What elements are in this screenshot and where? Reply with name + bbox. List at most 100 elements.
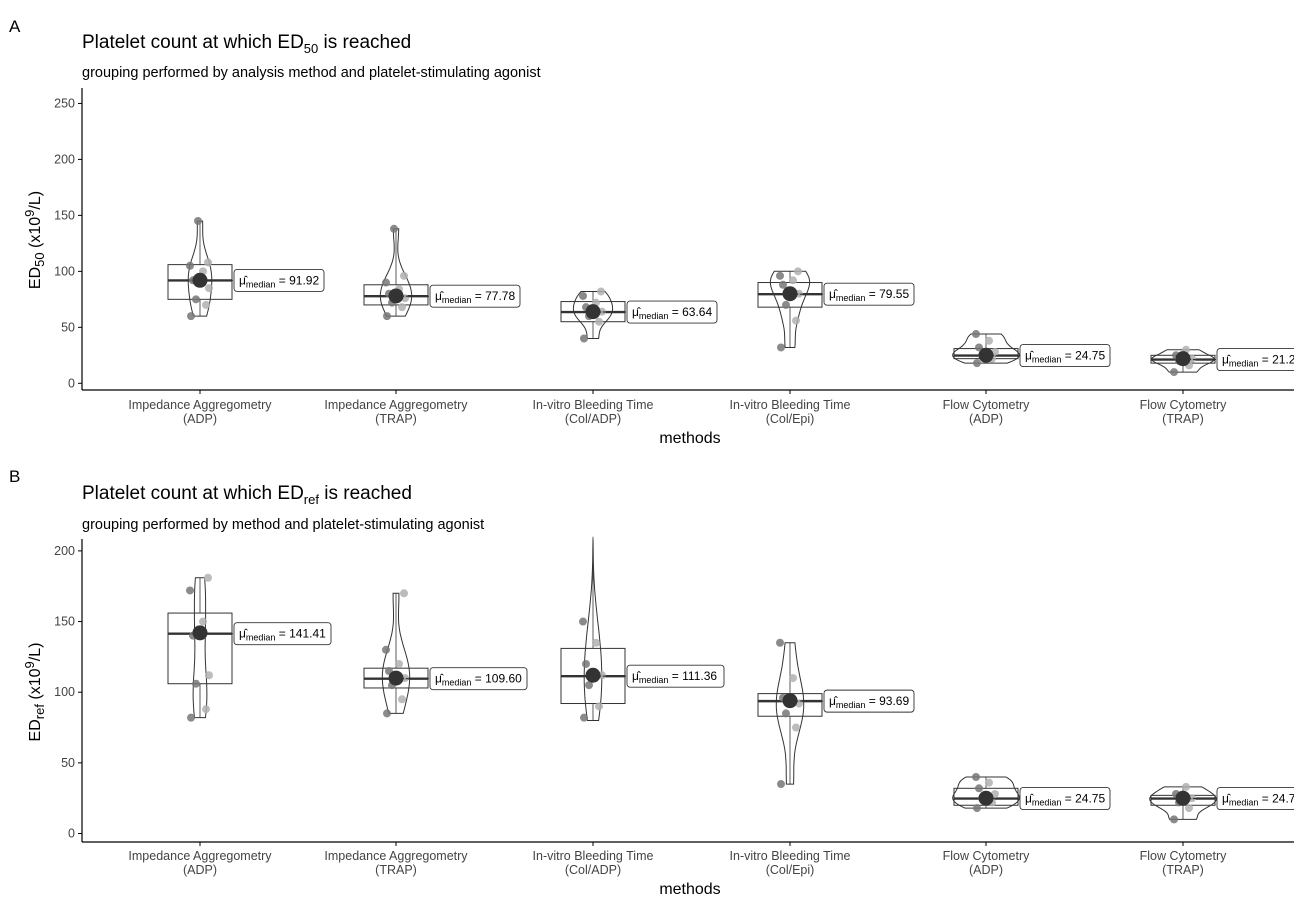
panel-b-y-tick-label: 150 [54,615,75,629]
panel-b-x-tick-label: Flow Cytometry (TRAP) [1140,849,1228,877]
violin [952,333,1020,364]
data-point [186,586,194,595]
panel-b-subtitle: grouping performed by method and platele… [82,517,484,533]
violin [952,776,1020,809]
data-point [777,780,785,789]
data-point [383,709,391,718]
panel-a-x-tick-label: Impedance Aggregometry (ADP) [128,398,272,426]
violin [192,577,208,719]
data-point [975,784,983,793]
data-point [202,705,210,714]
data-point [382,645,390,654]
panel-a-y-tick-label: 200 [54,152,75,166]
violin [572,291,614,339]
panel-a-plot: 0 50 100 150 200 250 Impedance Aggregometry (AD… [54,88,1294,426]
data-point [400,271,408,280]
data-point [205,671,213,680]
median-label: μ̂median = 63.64 [632,305,712,321]
median-label: μ̂median = 141.41 [239,627,326,643]
median-label-box [429,667,528,691]
panel-a-y-tick-label: 250 [54,96,75,110]
data-point [199,617,207,626]
data-point [383,312,391,321]
panel-b-x-tick-label: In-vitro Bleeding Time (Col/Epi) [730,849,851,877]
data-point [400,589,408,598]
panel-b: B Platelet count at which EDref is reach… [9,467,1294,898]
data-point [186,261,194,270]
data-point [194,216,202,225]
data-point [985,778,993,787]
median-label-box [823,282,915,306]
median-label-box [1019,344,1111,368]
data-point [580,713,588,722]
panel-a-title: Platelet count at which ED50 is reached [82,32,411,56]
violin [381,592,411,714]
data-point [390,224,398,233]
mean-point [192,625,208,641]
data-point [595,702,603,711]
data-point [1170,368,1178,377]
median-label: μ̂median = 111.36 [632,669,717,685]
panel-b-y-tick-label: 0 [68,827,75,841]
data-point [794,267,802,276]
data-point [779,280,787,289]
data-point [585,681,593,690]
data-point [204,258,212,267]
data-point [580,334,588,343]
panel-a-y-tick-label: 0 [68,376,75,390]
panel-a-x-tick-label: Flow Cytometry (TRAP) [1140,398,1228,426]
median-label: μ̂median = 24.75 [1222,792,1294,808]
median-label: μ̂median = 79.55 [829,287,909,303]
panel-b-x-tick-label: Impedance Aggregometry (TRAP) [324,849,468,877]
panel-b-y-tick-label: 200 [54,544,75,558]
panel-b-x-axis-label: methods [659,881,720,898]
panel-b-group-5: μ̂median = 24.75 [952,772,1111,813]
panel-a-y-axis-label: ED50 (x109/L) [22,191,47,289]
mean-point [782,286,798,302]
panel-a-group-3: μ̂median = 63.64 [560,287,718,343]
data-point [782,709,790,718]
panel-b-y-axis-label: EDref (x109/L) [22,643,47,742]
data-point [205,284,213,293]
median-label: μ̂median = 24.75 [1025,349,1105,365]
median-label-box [626,300,718,324]
data-point [973,359,981,368]
data-point [597,287,605,296]
data-point [972,330,980,339]
panel-b-group-3: μ̂median = 111.36 [560,536,725,722]
panel-a-letter: A [9,17,21,36]
panel-a-y-tick-label: 100 [54,264,75,278]
panel-b-plot: 0 50 100 150 200 Impedance Aggregometry (ADP) I… [54,536,1294,877]
panel-b-group-1: μ̂median = 141.41 [167,573,332,722]
data-point [398,695,406,704]
panel-a-x-tick-label: Impedance Aggregometry (TRAP) [324,398,468,426]
data-point [595,317,603,326]
data-point [398,303,406,312]
panel-b-title: Platelet count at which EDref is reached [82,483,412,507]
panel-b-x-tick-label: Flow Cytometry (ADP) [943,849,1031,877]
panel-a-group-5: μ̂median = 24.75 [952,330,1111,368]
median-label-box [233,622,332,646]
data-point [1185,804,1193,813]
median-label-box [626,664,725,688]
panel-a-group-1: μ̂median = 91.92 [167,216,325,321]
data-point [973,804,981,813]
panel-a-x-axis-label: methods [659,430,720,447]
mean-point [388,670,404,686]
median-label-box [1216,787,1294,810]
panel-a-y-tick-label: 150 [54,208,75,222]
data-point [789,674,797,683]
data-point [777,343,785,352]
data-point [202,300,210,309]
panel-b-group-4: μ̂median = 93.69 [757,638,915,789]
data-point [187,312,195,321]
panel-b-group-2: μ̂median = 109.60 [363,589,528,718]
panel-a-x-tick-label: In-vitro Bleeding Time (Col/ADP) [533,398,654,426]
data-point [985,336,993,345]
panel-a-subtitle: grouping performed by analysis method an… [82,65,541,81]
violin [1151,349,1215,373]
panel-a: A Platelet count at which ED50 is reache… [9,17,1294,447]
data-point [395,659,403,668]
data-point [204,573,212,582]
